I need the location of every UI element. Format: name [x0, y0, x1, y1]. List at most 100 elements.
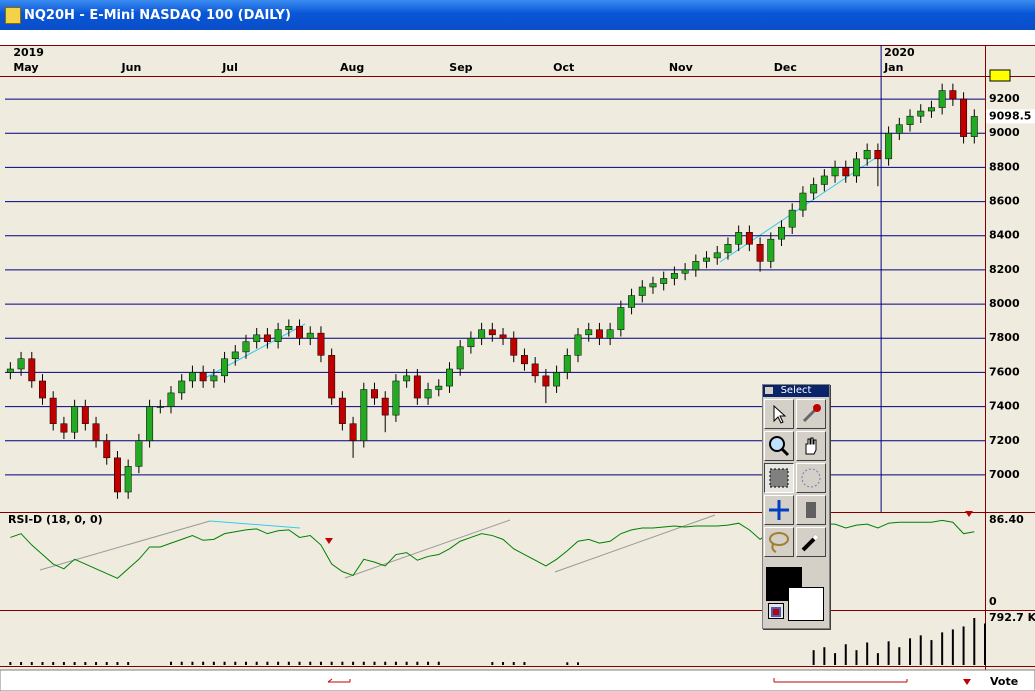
candle-body	[510, 337, 518, 356]
y-tick-label: 9000	[989, 126, 1020, 139]
candle-body	[328, 355, 336, 399]
app-icon	[5, 7, 21, 24]
background-color[interactable]	[788, 587, 824, 621]
candle-body	[167, 392, 175, 407]
rect-select-tool[interactable]	[764, 463, 794, 493]
candle-body	[595, 329, 603, 339]
candle-body	[392, 380, 400, 416]
candle-body	[885, 132, 893, 160]
candle-body	[853, 158, 860, 177]
candle-body	[531, 363, 539, 377]
status-marker	[327, 678, 351, 683]
trendline	[39, 520, 211, 571]
candle-body	[49, 397, 57, 424]
candle-body	[199, 372, 207, 382]
candle-body	[124, 466, 132, 493]
candle-body	[253, 334, 261, 342]
palette-title: Select	[780, 385, 812, 396]
candle-body	[435, 385, 443, 390]
candle-body	[317, 332, 325, 356]
status-marker	[963, 679, 971, 685]
trendline	[209, 520, 301, 529]
status-marker	[773, 678, 908, 683]
palette-header: Select	[763, 385, 829, 397]
x-tick-label: Oct	[553, 61, 574, 74]
candle-body	[724, 244, 732, 254]
candle-body	[649, 283, 657, 288]
candle-body	[296, 326, 303, 339]
candle-body	[499, 334, 507, 339]
select-tool[interactable]	[764, 399, 794, 429]
candle-body	[231, 351, 239, 360]
trendline	[344, 519, 511, 579]
wand-tool[interactable]	[796, 527, 826, 557]
tool-palette: Select	[762, 384, 830, 629]
flag-tag	[989, 69, 1011, 82]
y-tick-label: 7800	[989, 331, 1020, 344]
zoom-tool[interactable]	[764, 431, 794, 461]
candle-body	[467, 337, 475, 348]
candle-body	[842, 167, 850, 177]
candle-body	[670, 273, 678, 279]
candle-body	[927, 107, 935, 112]
status-label: Vote	[990, 675, 1018, 688]
x-tick-label: Jan	[883, 61, 903, 74]
candle-body	[628, 295, 636, 308]
hand-tool[interactable]	[796, 431, 826, 461]
candle-body	[938, 90, 946, 108]
candle-body	[28, 358, 36, 382]
y-tick-label: 7400	[989, 400, 1020, 413]
candle-body	[456, 346, 464, 370]
candle-body	[735, 232, 743, 245]
candle-body	[413, 375, 421, 399]
candle-body	[113, 457, 121, 493]
candle-body	[135, 440, 143, 467]
candle-body	[285, 326, 293, 330]
x-tick-label: Jun	[121, 61, 142, 74]
candle-body	[745, 232, 753, 245]
y-tick-label: 8000	[989, 297, 1020, 310]
candle-body	[156, 406, 164, 408]
reset-colors[interactable]	[768, 603, 784, 619]
move-tool[interactable]	[764, 495, 794, 525]
chart-background	[0, 45, 1035, 670]
dropper-tool[interactable]	[796, 399, 826, 429]
candle-body	[863, 150, 871, 160]
ellipse-select-tool[interactable]	[796, 463, 826, 493]
candle-body	[767, 238, 775, 262]
candle-body	[660, 278, 668, 284]
candle-body	[713, 252, 721, 259]
x-tick-label: Jul	[221, 61, 238, 74]
candle-body	[874, 150, 882, 160]
candle-body	[799, 192, 807, 211]
y-tick-label: 7000	[989, 468, 1020, 481]
candle-body	[146, 406, 154, 442]
bug-tool[interactable]	[796, 495, 826, 525]
candle-body	[810, 184, 818, 194]
candle-body	[306, 332, 314, 339]
candle-body	[553, 372, 561, 387]
candle-body	[188, 372, 196, 382]
year-label: 2019	[13, 46, 44, 59]
last-price-label: 9098.5	[989, 109, 1031, 122]
candle-body	[681, 269, 689, 274]
candle-body	[617, 307, 625, 330]
y-tick-label: 7600	[989, 365, 1020, 378]
candle-body	[403, 375, 411, 382]
candle-body	[788, 209, 796, 228]
x-tick-label: Nov	[669, 61, 694, 74]
candle-body	[60, 423, 68, 433]
candle-body	[949, 90, 957, 100]
candle-body	[221, 358, 229, 377]
y-tick-label: 8200	[989, 263, 1020, 276]
candle-body	[488, 329, 496, 336]
signal-marker	[965, 511, 973, 517]
candle-body	[563, 355, 571, 373]
palette-minimize[interactable]	[765, 387, 773, 394]
candle-body	[381, 397, 389, 416]
y-tick-label: 8600	[989, 195, 1020, 208]
candle-body	[778, 226, 785, 240]
candle-body	[638, 286, 646, 296]
title-bar: NQ20H - E-Mini NASDAQ 100 (DAILY)	[0, 0, 1035, 30]
lasso-tool[interactable]	[764, 527, 794, 557]
